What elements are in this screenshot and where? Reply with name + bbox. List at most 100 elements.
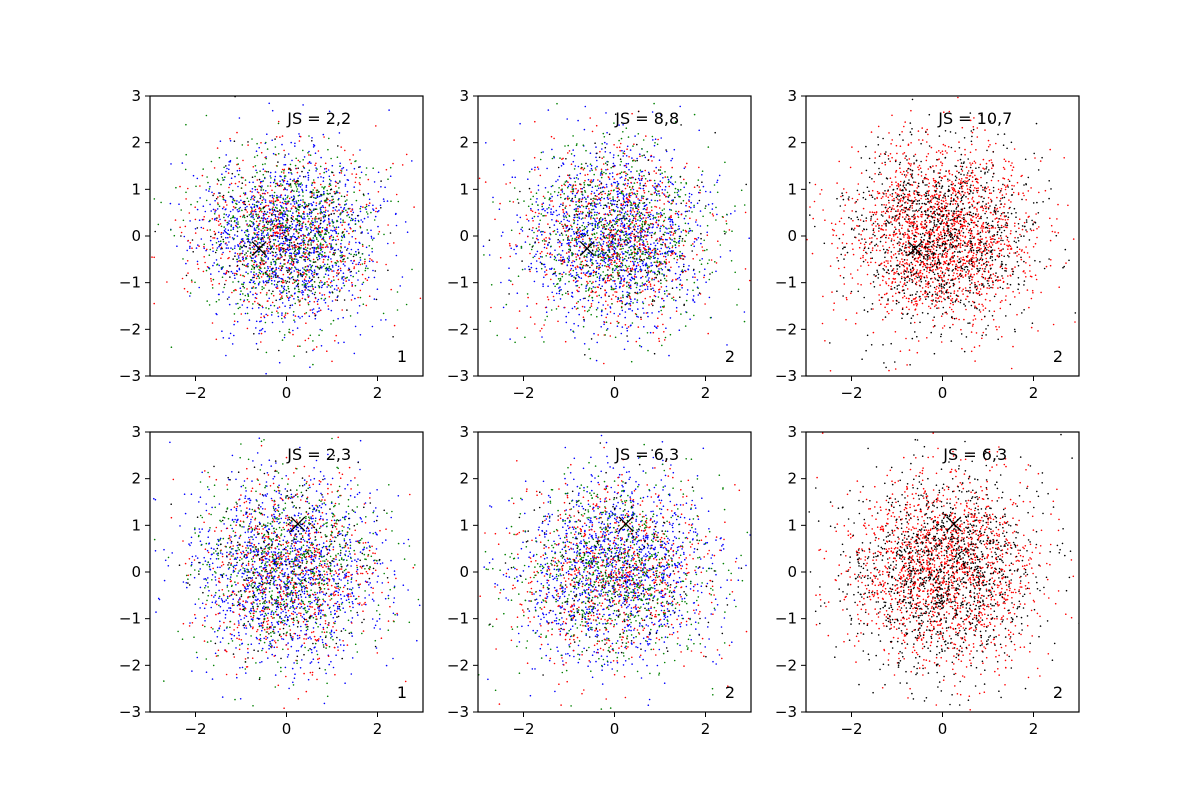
scatter-point bbox=[241, 239, 244, 242]
scatter-point bbox=[333, 254, 336, 256]
scatter-point bbox=[534, 169, 536, 171]
scatter-point bbox=[225, 354, 227, 357]
scatter-point bbox=[242, 274, 244, 277]
scatter-point bbox=[216, 247, 219, 249]
scatter-point bbox=[221, 276, 224, 279]
scatter-point bbox=[203, 243, 205, 246]
scatter-point bbox=[281, 227, 283, 229]
scatter-point bbox=[243, 299, 246, 302]
scatter-point bbox=[310, 252, 313, 254]
scatter-point bbox=[644, 297, 647, 300]
scatter-point bbox=[260, 217, 263, 219]
scatter-point bbox=[299, 304, 301, 306]
scatter-point bbox=[251, 215, 253, 217]
scatter-point bbox=[499, 256, 502, 259]
scatter-point bbox=[281, 179, 284, 181]
scatter-point bbox=[355, 254, 358, 256]
scatter-point bbox=[242, 250, 244, 252]
scatter-point bbox=[630, 300, 632, 303]
scatter-point bbox=[180, 209, 182, 211]
scatter-point bbox=[672, 224, 674, 226]
scatter-point bbox=[600, 230, 602, 232]
scatter-point bbox=[596, 199, 599, 201]
scatter-point bbox=[256, 179, 259, 181]
scatter-point bbox=[620, 278, 623, 280]
scatter-point bbox=[325, 170, 328, 173]
scatter-point bbox=[478, 177, 481, 180]
scatter-point bbox=[313, 251, 315, 253]
scatter-point bbox=[319, 173, 321, 175]
scatter-point bbox=[242, 283, 245, 286]
scatter-point bbox=[623, 195, 625, 198]
scatter-point bbox=[258, 241, 261, 244]
scatter-point bbox=[224, 201, 227, 203]
scatter-point bbox=[627, 162, 630, 165]
scatter-point bbox=[263, 216, 265, 219]
scatter-point bbox=[566, 118, 568, 120]
scatter-point bbox=[270, 200, 273, 202]
scatter-point bbox=[240, 313, 243, 315]
scatter-point bbox=[236, 230, 239, 233]
scatter-point bbox=[257, 237, 260, 239]
scatter-point bbox=[336, 219, 338, 222]
scatter-point bbox=[274, 138, 276, 140]
scatter-point bbox=[625, 166, 628, 168]
scatter-point bbox=[372, 167, 375, 169]
scatter-point bbox=[350, 210, 352, 213]
scatter-point bbox=[256, 171, 258, 174]
scatter-point bbox=[590, 238, 593, 240]
scatter-point bbox=[575, 271, 578, 274]
scatter-point bbox=[221, 330, 223, 333]
scatter-point bbox=[336, 235, 339, 238]
scatter-point bbox=[230, 182, 233, 185]
scatter-point bbox=[659, 306, 662, 308]
scatter-point bbox=[387, 178, 389, 180]
scatter-point bbox=[230, 195, 232, 198]
scatter-point bbox=[233, 320, 236, 323]
scatter-point bbox=[222, 251, 224, 254]
scatter-point bbox=[232, 281, 234, 283]
scatter-point bbox=[299, 205, 301, 208]
scatter-point bbox=[698, 186, 700, 188]
scatter-point bbox=[245, 271, 247, 274]
scatter-point bbox=[352, 255, 355, 258]
scatter-point bbox=[578, 213, 580, 215]
scatter-point bbox=[656, 226, 658, 229]
scatter-point bbox=[247, 294, 249, 296]
scatter-point bbox=[309, 260, 312, 262]
scatter-point bbox=[264, 330, 266, 333]
scatter-point bbox=[354, 284, 357, 287]
scatter-point bbox=[602, 227, 604, 230]
scatter-point bbox=[250, 256, 252, 259]
scatter-point bbox=[211, 322, 214, 324]
scatter-point bbox=[607, 304, 609, 306]
scatter-point bbox=[291, 295, 294, 297]
scatter-point bbox=[261, 185, 263, 187]
scatter-point bbox=[312, 189, 315, 191]
scatter-point bbox=[585, 243, 587, 245]
scatter-point bbox=[227, 271, 230, 273]
scatter-point bbox=[275, 225, 277, 227]
scatter-point bbox=[335, 231, 338, 233]
scatter-point bbox=[283, 263, 285, 265]
scatter-point bbox=[281, 267, 283, 270]
scatter-point bbox=[249, 248, 252, 250]
scatter-point bbox=[153, 256, 155, 259]
scatter-point bbox=[336, 272, 338, 274]
scatter-point bbox=[619, 269, 621, 271]
scatter-point bbox=[301, 315, 304, 318]
scatter-point bbox=[204, 210, 207, 213]
scatter-points bbox=[478, 90, 751, 365]
scatter-point bbox=[635, 90, 637, 92]
scatter-point bbox=[330, 244, 332, 247]
scatter-point bbox=[153, 302, 155, 305]
scatter-point bbox=[284, 211, 286, 213]
scatter-point bbox=[329, 184, 332, 186]
scatter-point bbox=[206, 176, 208, 178]
scatter-point bbox=[301, 170, 303, 173]
scatter-point bbox=[651, 111, 654, 113]
scatter-point bbox=[255, 273, 258, 275]
scatter-point bbox=[282, 215, 284, 217]
scatter-point bbox=[357, 263, 360, 266]
scatter-point bbox=[346, 230, 348, 233]
